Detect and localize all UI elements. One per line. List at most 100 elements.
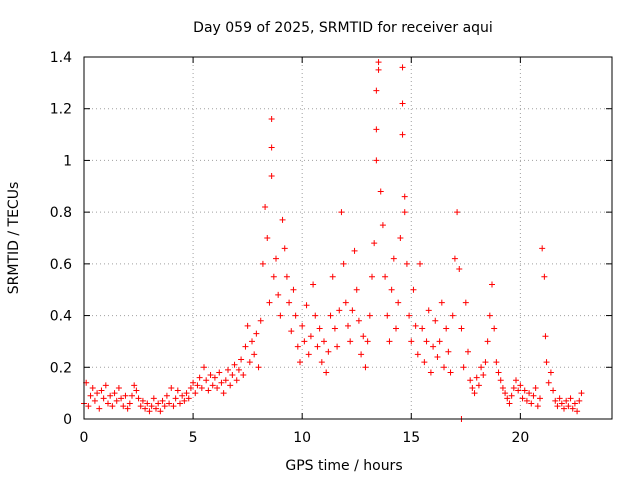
data-point: [528, 400, 535, 407]
data-point: [336, 307, 343, 314]
data-point: [379, 222, 386, 229]
data-point: [96, 405, 103, 412]
data-point: [469, 384, 476, 391]
data-point: [124, 405, 131, 412]
data-point: [85, 403, 92, 410]
data-point: [246, 359, 253, 366]
data-point: [120, 403, 127, 410]
data-point: [153, 405, 159, 412]
data-point: [419, 325, 426, 332]
data-point: [342, 299, 349, 306]
data-point: [177, 400, 183, 407]
data-point: [299, 322, 306, 329]
data-point: [161, 403, 168, 410]
data-point: [427, 369, 434, 376]
data-point: [438, 299, 445, 306]
data-point: [534, 403, 541, 410]
data-point: [360, 333, 367, 340]
data-point: [526, 390, 533, 397]
data-point: [410, 286, 417, 293]
data-point: [377, 188, 384, 195]
data-point: [251, 351, 258, 358]
data-point: [257, 317, 264, 324]
data-point: [491, 325, 498, 332]
data-point: [399, 131, 406, 138]
data-point: [414, 351, 421, 358]
data-point: [340, 260, 347, 267]
data-point: [192, 390, 199, 397]
data-point: [366, 312, 373, 319]
data-point: [556, 395, 563, 402]
data-point: [369, 273, 375, 280]
data-point: [105, 400, 111, 407]
data-point: [100, 395, 107, 402]
data-point: [144, 400, 151, 407]
data-point: [220, 390, 227, 397]
data-point: [386, 338, 393, 345]
x-tick-label: 10: [293, 430, 311, 446]
data-point: [388, 286, 395, 293]
data-point: [393, 325, 399, 332]
data-point: [558, 400, 565, 407]
y-tick-label: 0: [63, 412, 72, 428]
data-point: [347, 338, 354, 345]
data-point: [576, 397, 583, 404]
axis-ticks: 0 0.2 0.4 0.6 0.8 1 1.2 1.4 0 5 10 15 20: [50, 50, 612, 446]
data-point: [279, 216, 286, 223]
data-point: [408, 338, 415, 345]
data-point: [436, 338, 443, 345]
grid-layer: [84, 57, 612, 419]
data-point: [475, 382, 482, 389]
data-point: [373, 157, 380, 164]
y-tick-label: 0.6: [50, 257, 72, 273]
data-point: [571, 400, 578, 407]
data-point: [567, 395, 574, 402]
data-point: [89, 384, 96, 391]
data-point: [399, 100, 406, 107]
data-point: [325, 348, 332, 355]
data-point: [187, 384, 194, 391]
data-point: [331, 325, 338, 332]
plot-frame: [83, 56, 613, 420]
data-point: [307, 333, 314, 340]
data-point: [504, 395, 511, 402]
data-point: [561, 405, 567, 412]
data-point: [480, 372, 487, 379]
data-point: [423, 338, 430, 345]
data-point: [499, 384, 506, 391]
data-point: [303, 302, 310, 309]
data-point: [168, 384, 175, 391]
data-point: [412, 322, 419, 329]
data-point: [565, 403, 572, 410]
data-point: [329, 273, 336, 280]
data-point: [233, 377, 240, 384]
data-point: [399, 64, 406, 71]
data-point: [353, 286, 360, 293]
data-point: [283, 273, 290, 280]
data-point: [91, 397, 98, 404]
data-point: [133, 387, 140, 394]
data-point: [323, 369, 330, 376]
data-point: [216, 369, 223, 376]
data-point: [506, 400, 513, 407]
data-point: [554, 403, 561, 410]
data-point: [401, 209, 408, 216]
chart-title: Day 059 of 2025, SRMTID for receiver aqu…: [193, 20, 493, 36]
data-point: [211, 374, 218, 381]
data-point: [249, 338, 255, 345]
data-point: [172, 395, 179, 402]
data-point: [513, 377, 519, 384]
data-point: [262, 203, 269, 210]
data-point: [240, 372, 247, 379]
data-point: [569, 405, 576, 412]
data-point: [493, 359, 500, 366]
data-point: [321, 338, 327, 345]
data-point: [207, 372, 214, 379]
data-point: [563, 397, 570, 404]
data-point: [314, 343, 321, 350]
data-point: [227, 382, 234, 389]
data-point: [218, 379, 225, 386]
data-point: [345, 322, 351, 329]
data-point: [194, 382, 201, 389]
